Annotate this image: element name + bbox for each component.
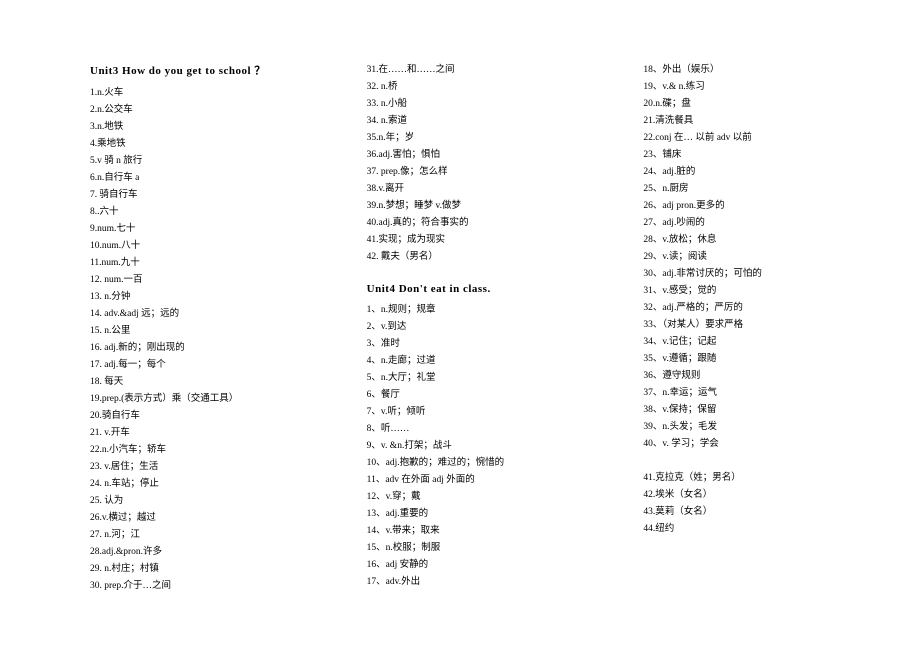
list-item: 32. n.桥 xyxy=(367,79,594,96)
list-item: 15、n.校服；制服 xyxy=(367,540,594,557)
list-item: 21. v.开车 xyxy=(90,425,317,442)
list-item: 27、adj.吵闹的 xyxy=(643,215,870,232)
list-item: 32、adj.严格的；严厉的 xyxy=(643,300,870,317)
list-item: 26.v.横过；越过 xyxy=(90,510,317,527)
list-item: 24、adj.脏的 xyxy=(643,164,870,181)
list-item: 38、v.保持；保留 xyxy=(643,402,870,419)
list-item: 8、听…… xyxy=(367,421,594,438)
list-item: 34、v.记住；记起 xyxy=(643,334,870,351)
list-item: 7、v.听；倾听 xyxy=(367,404,594,421)
column-2: 31.在……和……之间 32. n.桥 33. n.小船 34. n.索道 35… xyxy=(367,62,594,595)
list-item: 18. 每天 xyxy=(90,374,317,391)
list-item: 5、n.大厅；礼堂 xyxy=(367,370,594,387)
list-item: 23. v.居住；生活 xyxy=(90,459,317,476)
list-item: 28.adj.&pron.许多 xyxy=(90,544,317,561)
list-item: 34. n.索道 xyxy=(367,113,594,130)
list-item: 29. n.村庄；村镇 xyxy=(90,561,317,578)
list-item: 27. n.河；江 xyxy=(90,527,317,544)
list-item: 20.骑自行车 xyxy=(90,408,317,425)
list-item: 31.在……和……之间 xyxy=(367,62,594,79)
list-item: 16. adj.新的；刚出现的 xyxy=(90,340,317,357)
list-item: 19.prep.(表示方式）乘（交通工具） xyxy=(90,391,317,408)
list-item: 2.n.公交车 xyxy=(90,102,317,119)
list-item: 26、adj pron.更多的 xyxy=(643,198,870,215)
list-item: 5.v 骑 n 旅行 xyxy=(90,153,317,170)
list-item: 38.v.离开 xyxy=(367,181,594,198)
document-page: Unit3 How do you get to school ？ 1.n.火车 … xyxy=(0,0,920,625)
list-item: 39.n.梦想；睡梦 v.做梦 xyxy=(367,198,594,215)
list-item: 3、准时 xyxy=(367,336,594,353)
list-item: 13、adj.重要的 xyxy=(367,506,594,523)
list-item: 14、v.带来；取来 xyxy=(367,523,594,540)
list-item: 31、v.感受；觉的 xyxy=(643,283,870,300)
list-item: 41.实现；成为现实 xyxy=(367,232,594,249)
list-item: 25、n.厨房 xyxy=(643,181,870,198)
list-item: 12、v.穿；戴 xyxy=(367,489,594,506)
column-1: Unit3 How do you get to school ？ 1.n.火车 … xyxy=(90,62,317,595)
list-item: 40.adj.真的；符合事实的 xyxy=(367,215,594,232)
unit4-heading: Unit4 Don't eat in class. xyxy=(367,283,594,295)
list-item: 43.莫莉（女名） xyxy=(643,504,870,521)
list-item: 30、adj.非常讨厌的；可怕的 xyxy=(643,266,870,283)
list-item: 44.纽约 xyxy=(643,521,870,538)
list-item: 36、遵守规则 xyxy=(643,368,870,385)
list-item: 16、adj 安静的 xyxy=(367,557,594,574)
list-item: 36.adj.害怕；惧怕 xyxy=(367,147,594,164)
list-item: 37. prep.像；怎么样 xyxy=(367,164,594,181)
list-item: 13. n.分钟 xyxy=(90,289,317,306)
list-item: 21.清洗餐具 xyxy=(643,113,870,130)
list-item: 25. 认为 xyxy=(90,493,317,510)
list-item: 9.num.七十 xyxy=(90,221,317,238)
list-item: 22.n.小汽车；轿车 xyxy=(90,442,317,459)
list-item: 12. num.一百 xyxy=(90,272,317,289)
list-item: 37、n.幸运；运气 xyxy=(643,385,870,402)
list-item: 28、v.放松；休息 xyxy=(643,232,870,249)
list-item: 35、v.遵循；跟随 xyxy=(643,351,870,368)
list-item: 29、v.读；阅读 xyxy=(643,249,870,266)
list-item: 35.n.年；岁 xyxy=(367,130,594,147)
list-item: 18、外出（娱乐） xyxy=(643,62,870,79)
list-item: 9、v. &n.打架；战斗 xyxy=(367,438,594,455)
list-item: 33. n.小船 xyxy=(367,96,594,113)
list-item: 30. prep.介于…之间 xyxy=(90,578,317,595)
list-item: 8..六十 xyxy=(90,204,317,221)
spacer xyxy=(367,266,594,283)
list-item: 20.n.碟；盘 xyxy=(643,96,870,113)
list-item: 14. adv.&adj 远；远的 xyxy=(90,306,317,323)
list-item: 1.n.火车 xyxy=(90,85,317,102)
list-item: 19、v.& n.练习 xyxy=(643,79,870,96)
list-item: 10.num.八十 xyxy=(90,238,317,255)
list-item: 4、n.走廊；过道 xyxy=(367,353,594,370)
list-item: 15. n.公里 xyxy=(90,323,317,340)
list-item: 39、n.头发；毛发 xyxy=(643,419,870,436)
list-item: 11、adv 在外面 adj 外面的 xyxy=(367,472,594,489)
list-item: 6.n.自行车 a xyxy=(90,170,317,187)
list-item: 2、v.到达 xyxy=(367,319,594,336)
list-item: 6、餐厅 xyxy=(367,387,594,404)
list-item: 3.n.地铁 xyxy=(90,119,317,136)
unit3-heading: Unit3 How do you get to school ？ xyxy=(90,62,317,78)
list-item: 22.conj 在… 以前 adv 以前 xyxy=(643,130,870,147)
list-item: 7. 骑自行车 xyxy=(90,187,317,204)
list-item: 42. 戴夫（男名） xyxy=(367,249,594,266)
list-item: 1、n.规则；规章 xyxy=(367,302,594,319)
list-item: 42.埃米（女名） xyxy=(643,487,870,504)
list-item: 41.克拉克（姓；男名） xyxy=(643,470,870,487)
spacer xyxy=(643,453,870,470)
list-item: 10、adj.抱歉的；难过的；惋惜的 xyxy=(367,455,594,472)
list-item: 40、v. 学习；学会 xyxy=(643,436,870,453)
column-3: 18、外出（娱乐） 19、v.& n.练习 20.n.碟；盘 21.清洗餐具 2… xyxy=(643,62,870,595)
list-item: 4.乘地铁 xyxy=(90,136,317,153)
list-item: 24. n.车站；停止 xyxy=(90,476,317,493)
list-item: 17、adv.外出 xyxy=(367,574,594,591)
list-item: 11.num.九十 xyxy=(90,255,317,272)
list-item: 33、（对某人）要求严格 xyxy=(643,317,870,334)
list-item: 23、铺床 xyxy=(643,147,870,164)
list-item: 17. adj.每一；每个 xyxy=(90,357,317,374)
